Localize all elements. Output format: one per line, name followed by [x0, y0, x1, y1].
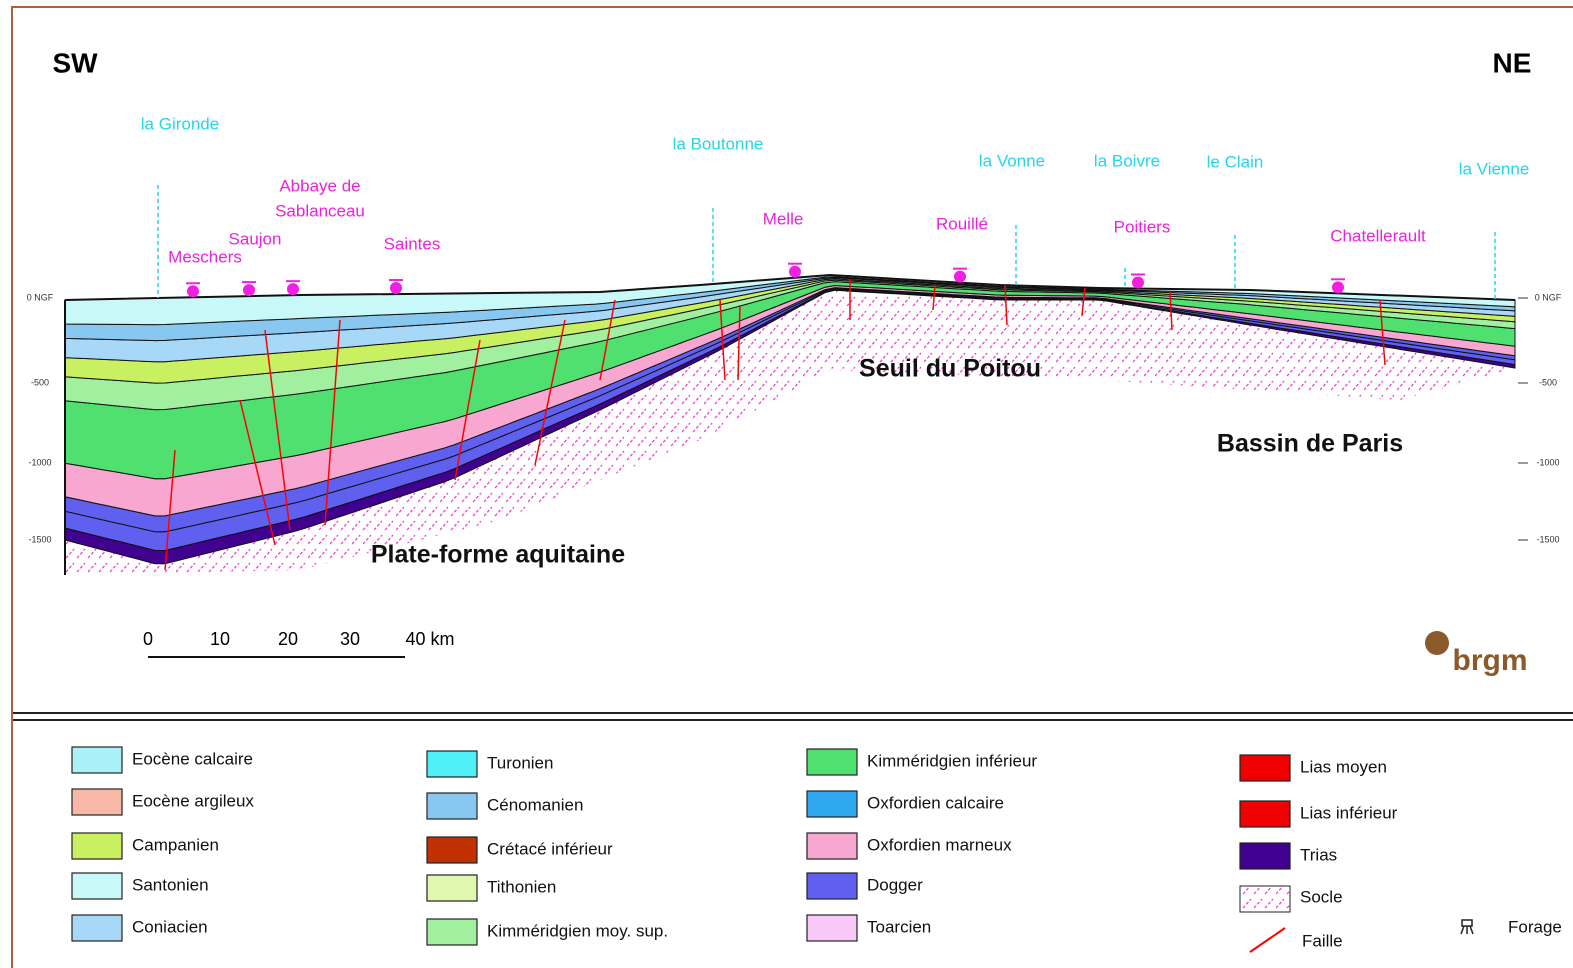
town-label: Poitiers [1114, 217, 1171, 236]
legend-label: Toarcien [867, 917, 931, 936]
scale-label: 40 km [405, 629, 454, 649]
legend-swatch [1240, 755, 1290, 781]
town-label: Rouillé [936, 214, 988, 233]
legend-label: Lias moyen [1300, 757, 1387, 776]
legend-label: Crétacé inférieur [487, 839, 613, 858]
scale-label: 10 [210, 629, 230, 649]
legend-swatch [427, 875, 477, 901]
legend-label: Dogger [867, 875, 923, 894]
legend-label: Oxfordien calcaire [867, 793, 1004, 812]
town-marker [789, 266, 801, 278]
depth-label: 0 NGF [1535, 292, 1562, 302]
depth-label: 0 NGF [27, 292, 54, 302]
legend-swatch [72, 915, 122, 941]
town-marker [187, 285, 199, 297]
legend-swatch [427, 793, 477, 819]
river-label: la Vonne [979, 151, 1045, 170]
legend-label: Eocène argileux [132, 791, 254, 810]
town-marker [954, 271, 966, 283]
legend-swatch [1240, 843, 1290, 869]
town-label: Melle [763, 209, 804, 228]
town-label: Sablanceau [275, 201, 365, 220]
river-label: la Boivre [1094, 151, 1160, 170]
town-marker [1132, 277, 1144, 289]
town-marker [1332, 281, 1344, 293]
section [65, 275, 1515, 575]
town-marker [390, 282, 402, 294]
region-label: Plate-forme aquitaine [371, 541, 625, 569]
scale-label: 0 [143, 629, 153, 649]
river-label: la Gironde [141, 114, 219, 133]
depth-label: -1000 [1536, 457, 1559, 467]
legend-swatch [807, 749, 857, 775]
legend-label: Eocène calcaire [132, 749, 253, 768]
legend-label: Trias [1300, 845, 1337, 864]
forage-icon [1461, 920, 1473, 934]
legend-swatch [72, 833, 122, 859]
river-label: la Boutonne [673, 134, 764, 153]
legend-label: Santonien [132, 875, 209, 894]
town-label: Meschers [168, 247, 242, 266]
depth-label: -500 [1539, 377, 1557, 387]
legend-swatch [72, 789, 122, 815]
legend-label: Coniacien [132, 917, 208, 936]
legend-label: Turonien [487, 753, 553, 772]
depth-label: -1000 [28, 457, 51, 467]
legend-swatch [807, 791, 857, 817]
legend-label: Kimméridgien inférieur [867, 751, 1037, 770]
river-label: le Clain [1207, 152, 1264, 171]
legend-swatch [1240, 801, 1290, 827]
scale-label: 30 [340, 629, 360, 649]
legend-swatch [807, 833, 857, 859]
socle-swatch [1240, 886, 1290, 912]
river-label: la Vienne [1459, 159, 1530, 178]
legend-label: Campanien [132, 835, 219, 854]
legend-label: Lias inférieur [1300, 803, 1398, 822]
legend-swatch [807, 873, 857, 899]
town-marker [287, 283, 299, 295]
direction-right: NE [1493, 47, 1532, 78]
depth-label: -1500 [1536, 534, 1559, 544]
cross-section: SW NE brgm Socle Faille Forage la Girond… [0, 0, 1573, 968]
legend-label: Cénomanien [487, 795, 583, 814]
town-label: Saintes [384, 234, 441, 253]
depth-label: -1500 [28, 534, 51, 544]
legend-swatch [427, 751, 477, 777]
legend-swatch [807, 915, 857, 941]
legend-label: Oxfordien marneux [867, 835, 1012, 854]
logo: brgm [1453, 644, 1528, 677]
legend-label: Tithonien [487, 877, 556, 896]
legend-label: Socle [1300, 887, 1343, 906]
logo-mark [1425, 631, 1449, 655]
scale-label: 20 [278, 629, 298, 649]
region-label: Bassin de Paris [1217, 430, 1403, 458]
faille-swatch [1250, 928, 1285, 952]
legend-label: Kimméridgien moy. sup. [487, 921, 668, 940]
legend-swatch [427, 919, 477, 945]
direction-left: SW [52, 47, 98, 78]
town-label: Abbaye de [279, 176, 360, 195]
legend-swatch [427, 837, 477, 863]
legend-label: Forage [1508, 917, 1562, 936]
legend-swatch [72, 747, 122, 773]
legend-label: Faille [1302, 931, 1343, 950]
legend-swatch [72, 873, 122, 899]
town-label: Saujon [229, 229, 282, 248]
region-label: Seuil du Poitou [859, 355, 1041, 383]
town-marker [243, 284, 255, 296]
town-label: Chatellerault [1330, 226, 1426, 245]
depth-label: -500 [31, 377, 49, 387]
